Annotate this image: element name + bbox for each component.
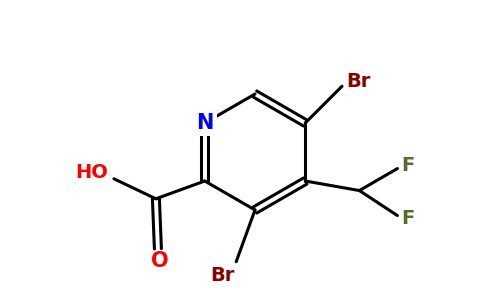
Text: F: F	[401, 209, 414, 228]
Text: Br: Br	[210, 266, 234, 285]
Text: F: F	[401, 156, 414, 175]
Text: HO: HO	[76, 163, 108, 182]
Text: Br: Br	[346, 72, 370, 91]
Text: N: N	[196, 113, 213, 133]
Text: O: O	[151, 251, 169, 271]
